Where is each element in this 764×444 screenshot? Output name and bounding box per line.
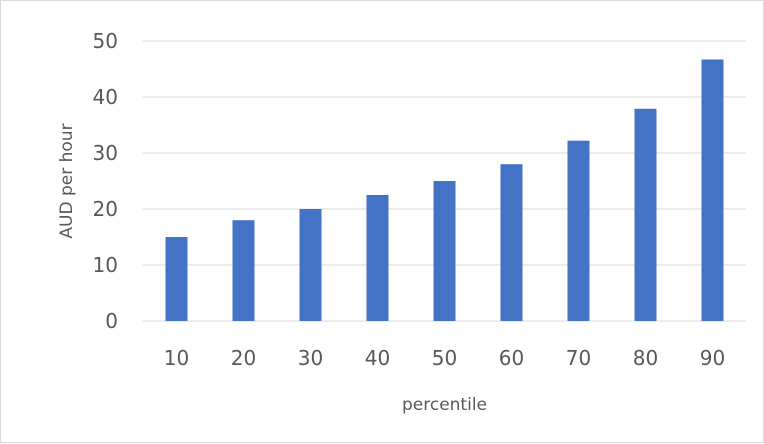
y-tick-label: 30 — [93, 141, 118, 165]
x-tick-label: 50 — [432, 346, 457, 370]
bar-30 — [299, 209, 322, 321]
bar-80 — [634, 108, 657, 321]
y-tick-label: 10 — [93, 253, 118, 277]
x-tick-labels: 10 20 30 40 50 60 70 80 90 — [164, 346, 725, 370]
x-tick-label: 60 — [499, 346, 524, 370]
x-tick-label: 70 — [566, 346, 591, 370]
x-tick-label: 30 — [298, 346, 323, 370]
bar-10 — [165, 237, 188, 321]
x-axis-title: percentile — [402, 395, 487, 415]
y-tick-label: 50 — [93, 29, 118, 53]
y-tick-label: 40 — [93, 85, 118, 109]
bar-40 — [366, 195, 389, 321]
x-tick-label: 10 — [164, 346, 189, 370]
x-tick-label: 90 — [700, 346, 725, 370]
x-tick-label: 20 — [231, 346, 256, 370]
bar-50 — [433, 181, 456, 321]
bar-20 — [232, 220, 255, 321]
x-tick-label: 40 — [365, 346, 390, 370]
y-tick-label: 20 — [93, 197, 118, 221]
bar-60 — [500, 164, 523, 321]
bars — [165, 59, 724, 321]
y-tick-label: 0 — [105, 309, 118, 333]
y-axis-title: AUD per hour — [57, 123, 77, 238]
x-tick-label: 80 — [633, 346, 658, 370]
y-tick-labels: 0 10 20 30 40 50 — [93, 29, 118, 333]
bar-70 — [567, 140, 590, 321]
bar-90 — [701, 59, 724, 321]
